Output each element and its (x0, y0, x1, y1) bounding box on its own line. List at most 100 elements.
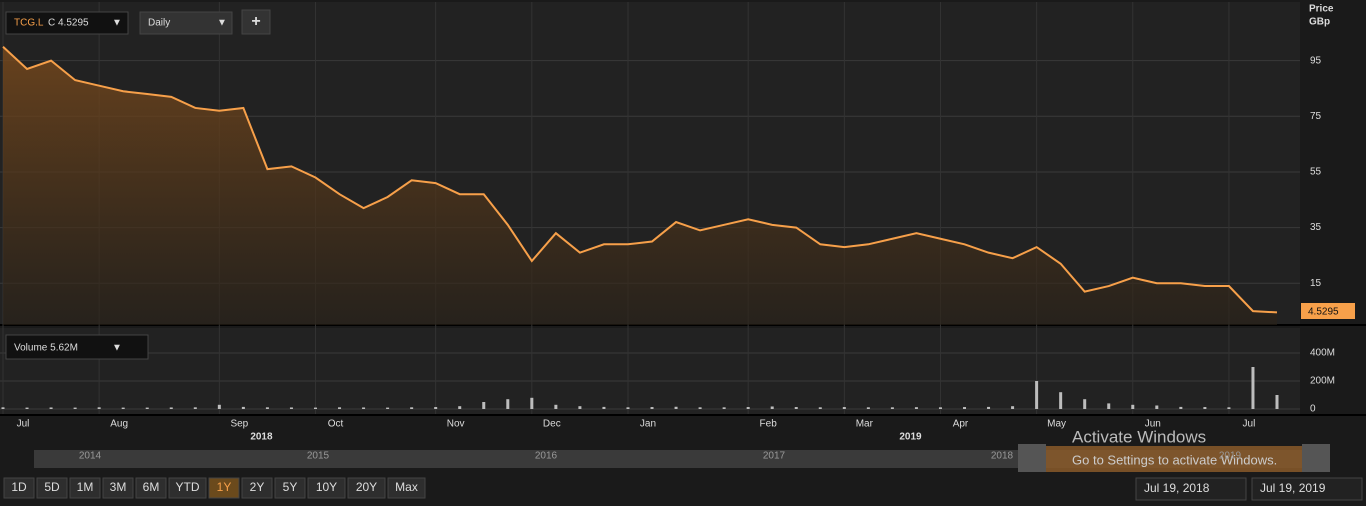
dropdown-arrow: ▼ (112, 343, 122, 354)
range-button[interactable] (168, 477, 207, 499)
navigator-handle[interactable] (1018, 444, 1046, 472)
volume-bar (1011, 406, 1015, 409)
volume-bar (1035, 381, 1039, 409)
price-line (2, 46, 1278, 314)
y-tick-label: 15 (1310, 278, 1322, 289)
volume-bar (963, 407, 967, 409)
volume-bar (1083, 399, 1087, 409)
interval: Daily (148, 18, 170, 29)
y-axis-label: Price (1309, 4, 1334, 15)
x-tick-label: Dec (543, 419, 561, 430)
volume-bar (25, 407, 29, 409)
volume-bar (506, 399, 510, 409)
volume-bar (530, 397, 534, 409)
range-button[interactable] (241, 477, 273, 499)
range-label: 20Y (356, 480, 377, 494)
range-button[interactable] (102, 477, 134, 499)
range-button[interactable] (387, 477, 426, 499)
volume-bar (1227, 407, 1231, 409)
volume-bar (1059, 392, 1063, 409)
volume-bar (746, 407, 750, 409)
range-button[interactable] (3, 477, 35, 499)
volume-bar (97, 407, 101, 409)
y-tick-label: 55 (1310, 167, 1322, 178)
dropdown-arrow: ▼ (217, 18, 227, 29)
x-tick-label: Jun (1145, 419, 1161, 430)
range-button[interactable] (347, 477, 386, 499)
volume-bar (434, 407, 438, 409)
volume-bar (866, 407, 870, 409)
x-year-label: 2018 (250, 432, 273, 443)
symbol-box[interactable] (5, 11, 129, 35)
volume-box[interactable] (5, 334, 149, 360)
date-to: Jul 19, 2019 (1260, 481, 1326, 495)
range-button[interactable] (208, 477, 240, 499)
range-button[interactable] (36, 477, 68, 499)
volume-bar (626, 407, 630, 409)
volume-bar (73, 407, 77, 409)
date-to-box[interactable] (1251, 477, 1363, 501)
volume-bar (386, 407, 390, 409)
volume-bar (650, 407, 654, 409)
range-button[interactable] (274, 477, 306, 499)
range-button[interactable] (135, 477, 167, 499)
date-from-box[interactable] (1135, 477, 1247, 501)
volume-bar (722, 407, 726, 409)
volume-panel (0, 328, 1300, 414)
volume-bar (602, 406, 606, 409)
navigator-handle[interactable] (1302, 444, 1330, 472)
x-tick-label: Apr (953, 419, 969, 430)
volume-bar (698, 407, 702, 409)
volume-bar (938, 407, 942, 409)
volume-bar (770, 406, 774, 409)
navigator-year: 2014 (79, 451, 102, 462)
add-button[interactable] (241, 9, 271, 35)
volume-bar (1251, 367, 1255, 409)
volume-title: Volume 5.62M (14, 343, 78, 354)
navigator-window[interactable] (1046, 446, 1304, 472)
volume-bar (914, 407, 918, 409)
x-tick-label: Mar (856, 419, 874, 430)
range-label: 6M (143, 480, 160, 494)
y-tick-label: 400M (1310, 348, 1335, 359)
last-value-box (1301, 303, 1355, 319)
x-tick-label: Jan (640, 419, 656, 430)
volume-bar (987, 406, 991, 409)
volume-bar (890, 407, 894, 409)
range-label: 1Y (217, 480, 232, 494)
range-label: Max (395, 480, 418, 494)
x-tick-label: Aug (110, 419, 128, 430)
volume-bar (121, 407, 125, 409)
x-tick-label: Jul (17, 419, 30, 430)
range-button[interactable] (307, 477, 346, 499)
range-label: 5D (44, 480, 60, 494)
add-label: + (251, 13, 260, 30)
volume-bar (362, 407, 366, 409)
close-label: C 4.5295 (48, 18, 89, 29)
range-label: 1D (11, 480, 27, 494)
volume-bar (289, 407, 293, 409)
navigator-year: 2017 (763, 451, 786, 462)
volume-bar (265, 407, 269, 409)
navigator[interactable] (34, 450, 1304, 468)
y-tick-label: 200M (1310, 376, 1335, 387)
volume-bar (217, 404, 221, 409)
range-label: 10Y (316, 480, 337, 494)
volume-bar (193, 407, 197, 409)
range-button[interactable] (69, 477, 101, 499)
volume-bar (1131, 404, 1135, 409)
volume-bar (49, 407, 53, 409)
interval-box[interactable] (139, 11, 233, 35)
volume-bar (578, 406, 582, 409)
volume-bar (1107, 403, 1111, 409)
symbol: TCG.L (14, 18, 44, 29)
volume-bar (1, 407, 5, 409)
navigator-year: 2019 (1219, 451, 1242, 462)
last-value: 4.5295 (1308, 307, 1339, 318)
volume-bar (313, 407, 317, 409)
volume-bar (482, 402, 486, 409)
volume-bar (818, 407, 822, 409)
date-from: Jul 19, 2018 (1144, 481, 1210, 495)
